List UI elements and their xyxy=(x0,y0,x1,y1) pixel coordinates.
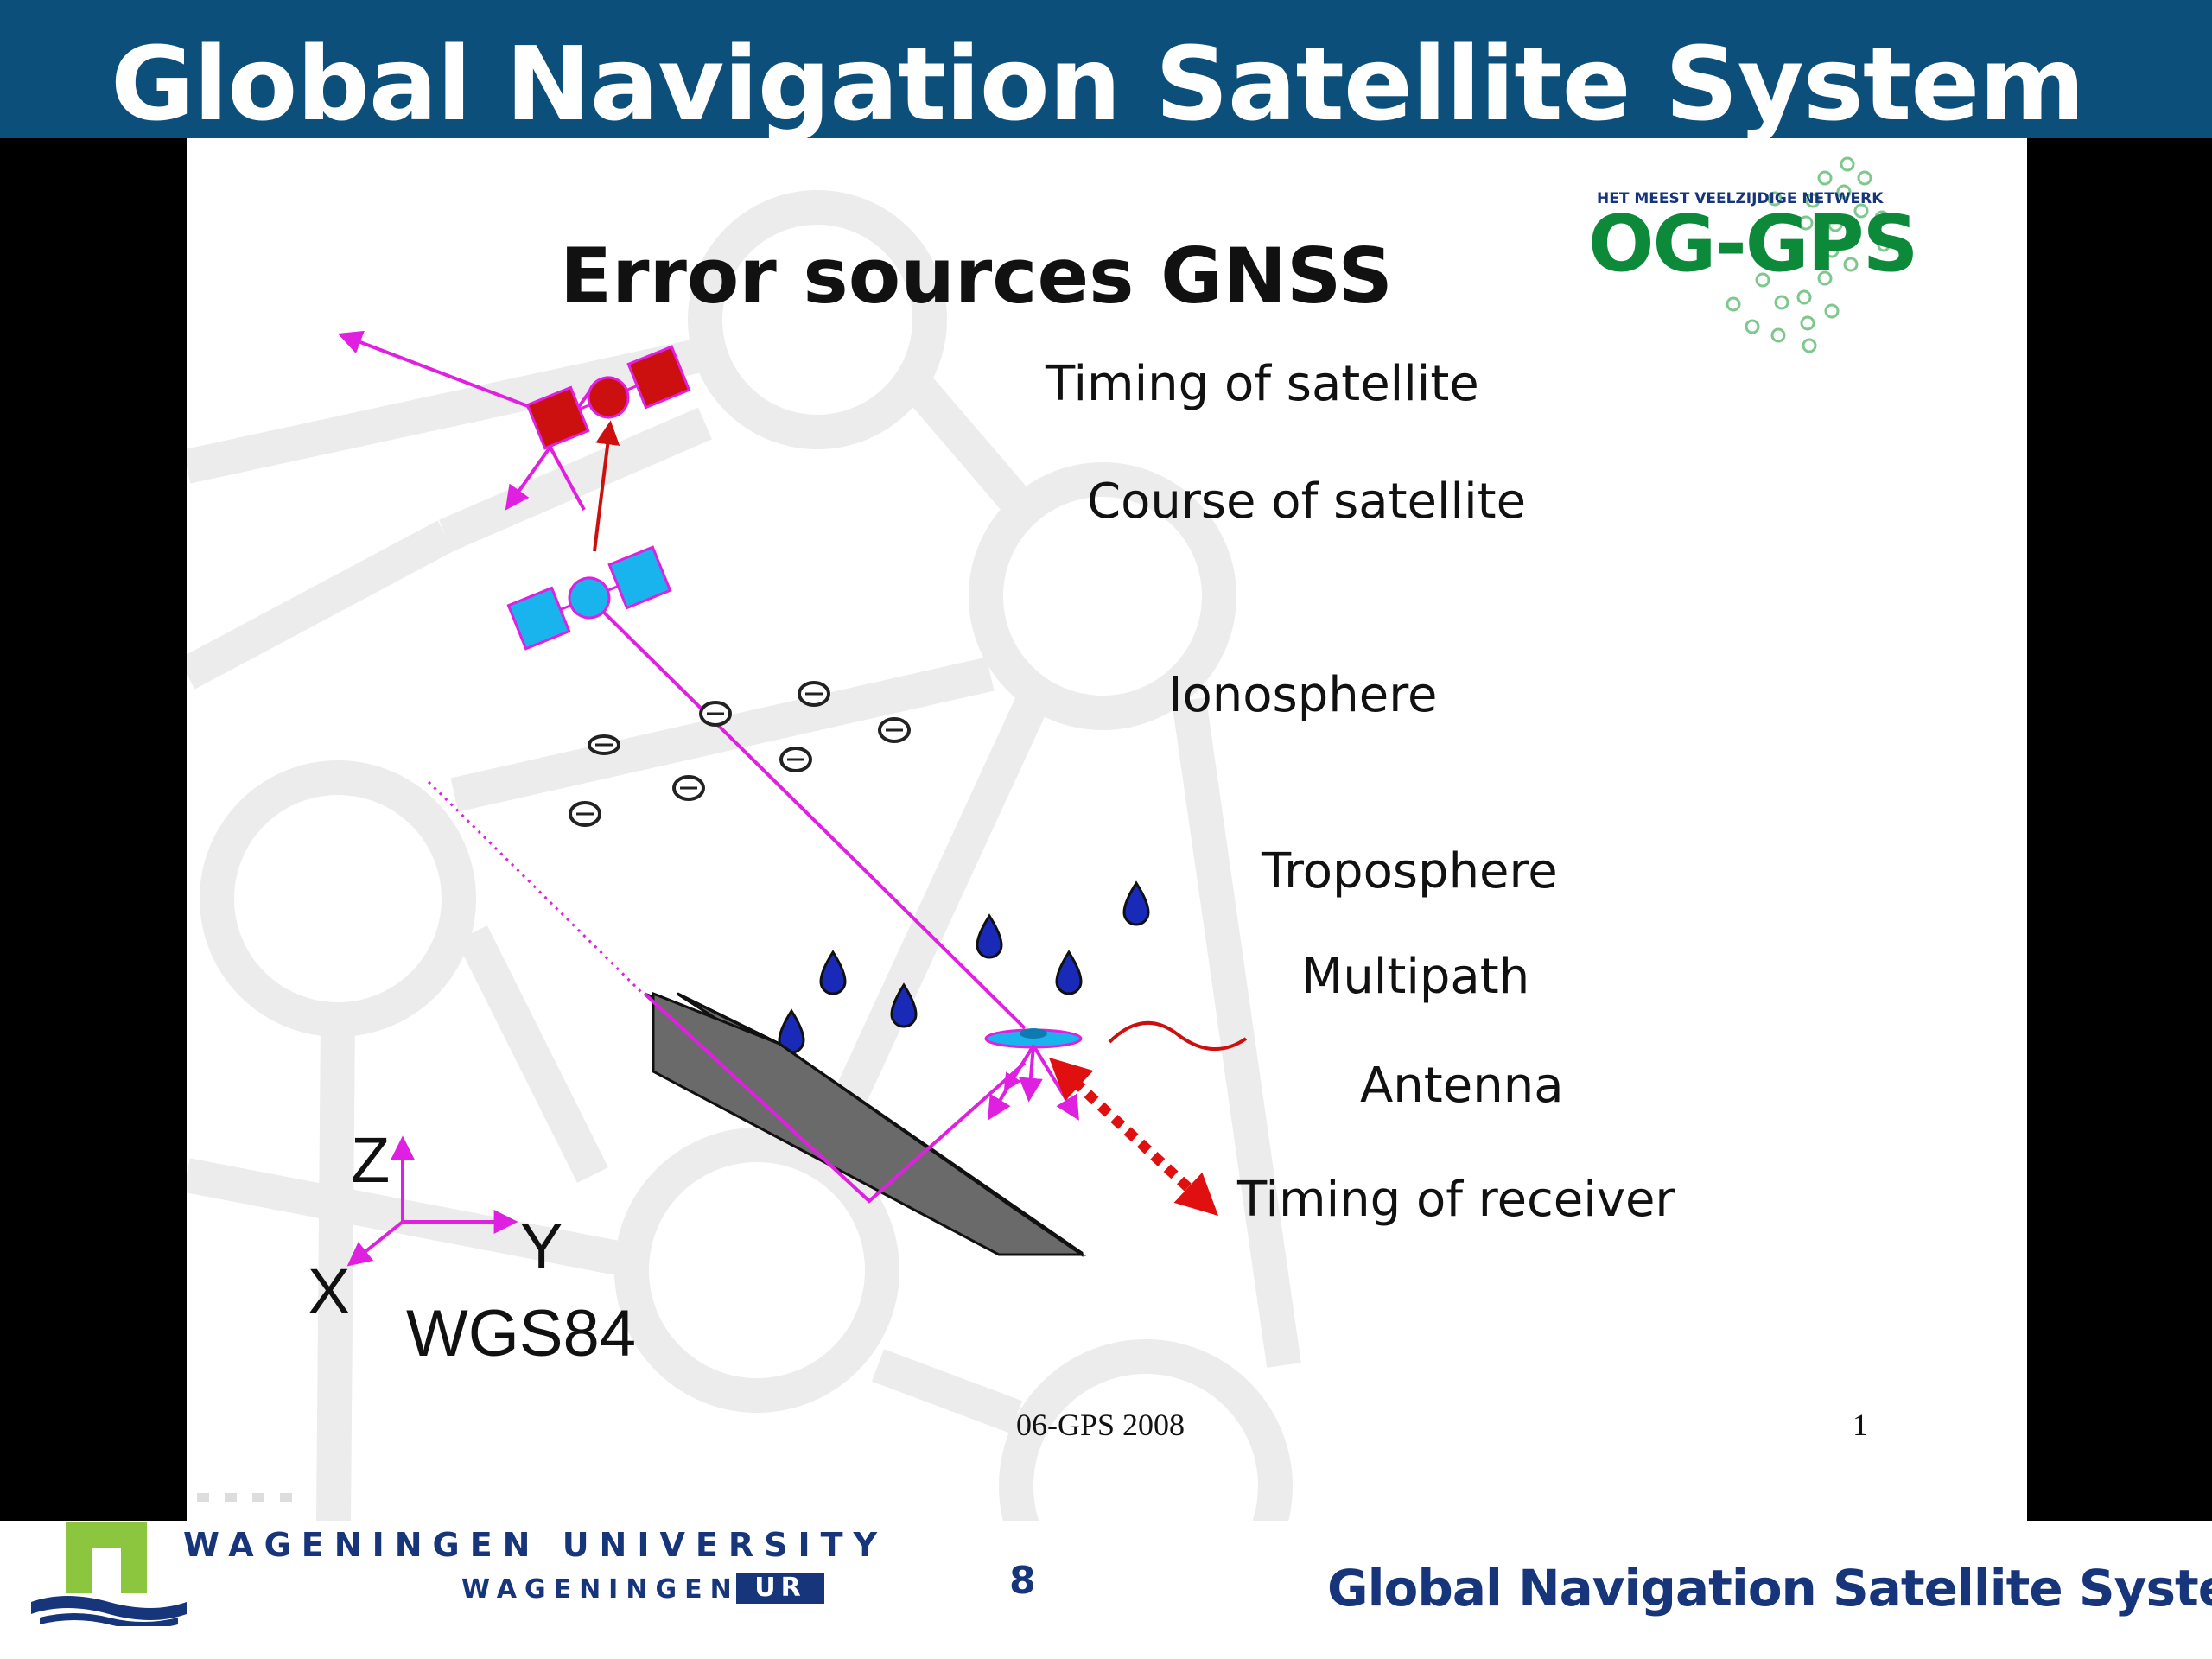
antenna-ray xyxy=(1018,1045,1043,1103)
label-course-satellite: Course of satellite xyxy=(1087,474,1527,530)
logo-dots xyxy=(1726,156,1891,353)
receiver-timing-arrow xyxy=(1048,1057,1219,1217)
water-drop-icon xyxy=(976,913,1003,959)
wageningen-logo-icon xyxy=(31,1522,187,1626)
troposphere-drops xyxy=(778,880,1150,1054)
multipath-wave xyxy=(1108,1020,1248,1051)
axes-icon xyxy=(346,1135,518,1267)
datum-label: WGS84 xyxy=(406,1297,637,1370)
letterbox-left xyxy=(0,138,187,1521)
header-title: Global Navigation Satellite System xyxy=(111,24,2085,138)
label-troposphere: Troposphere xyxy=(1262,843,1558,899)
slide-graphics xyxy=(187,156,1891,1521)
water-drop-icon xyxy=(1055,950,1083,995)
slide-image: Error sources GNSS HET MEEST VEELZIJDIGE… xyxy=(187,138,2027,1521)
label-timing-satellite: Timing of satellite xyxy=(1046,356,1479,412)
label-ionosphere: Ionosphere xyxy=(1168,667,1438,723)
slide-footer-number: 1 xyxy=(1853,1408,1868,1442)
axis-y-label: Y xyxy=(520,1211,563,1282)
header-band: Global Navigation Satellite System xyxy=(0,0,2212,138)
water-drop-icon xyxy=(890,982,918,1028)
label-antenna: Antenna xyxy=(1360,1058,1564,1114)
footer-title: Global Navigation Satellite System xyxy=(1327,1559,2212,1618)
letterbox-right xyxy=(2027,138,2212,1521)
satellite-blue-icon xyxy=(506,545,672,651)
water-drop-icon xyxy=(819,950,847,995)
antenna-ray xyxy=(1003,1045,1035,1092)
og-gps-logo: OG-GPS xyxy=(1588,199,1918,289)
multipath-ray xyxy=(643,992,1027,1204)
building-shape-full xyxy=(652,991,1086,1256)
dotted-line xyxy=(427,780,645,995)
slideshow-controls xyxy=(197,1493,292,1502)
signal-line xyxy=(591,600,1027,1030)
footer-bar xyxy=(0,1521,2212,1659)
university-badge: UR xyxy=(736,1573,824,1604)
satellite-red-icon xyxy=(525,345,691,450)
university-name: WAGENINGEN UNIVERSITY xyxy=(183,1526,888,1564)
logo-tagline: HET MEEST VEELZIJDIGE NETWERK xyxy=(1597,190,1884,207)
satellite-shift-arrow xyxy=(593,420,620,552)
label-multipath: Multipath xyxy=(1301,949,1530,1005)
university-sub: WAGENINGEN xyxy=(461,1574,740,1605)
slide-title: Error sources GNSS xyxy=(560,232,1393,321)
page-number: 8 xyxy=(1009,1559,1036,1603)
water-drop-icon xyxy=(1122,880,1150,926)
label-timing-receiver: Timing of receiver xyxy=(1237,1172,1675,1228)
antenna-ray xyxy=(1032,1044,1079,1121)
satellite-trajectory-arrow xyxy=(337,330,529,408)
axis-z-label: Z xyxy=(351,1124,391,1196)
slide-footer-left: 06-GPS 2008 xyxy=(1016,1408,1185,1442)
watermark-network xyxy=(187,190,1301,1521)
axis-x-label: X xyxy=(308,1255,351,1327)
